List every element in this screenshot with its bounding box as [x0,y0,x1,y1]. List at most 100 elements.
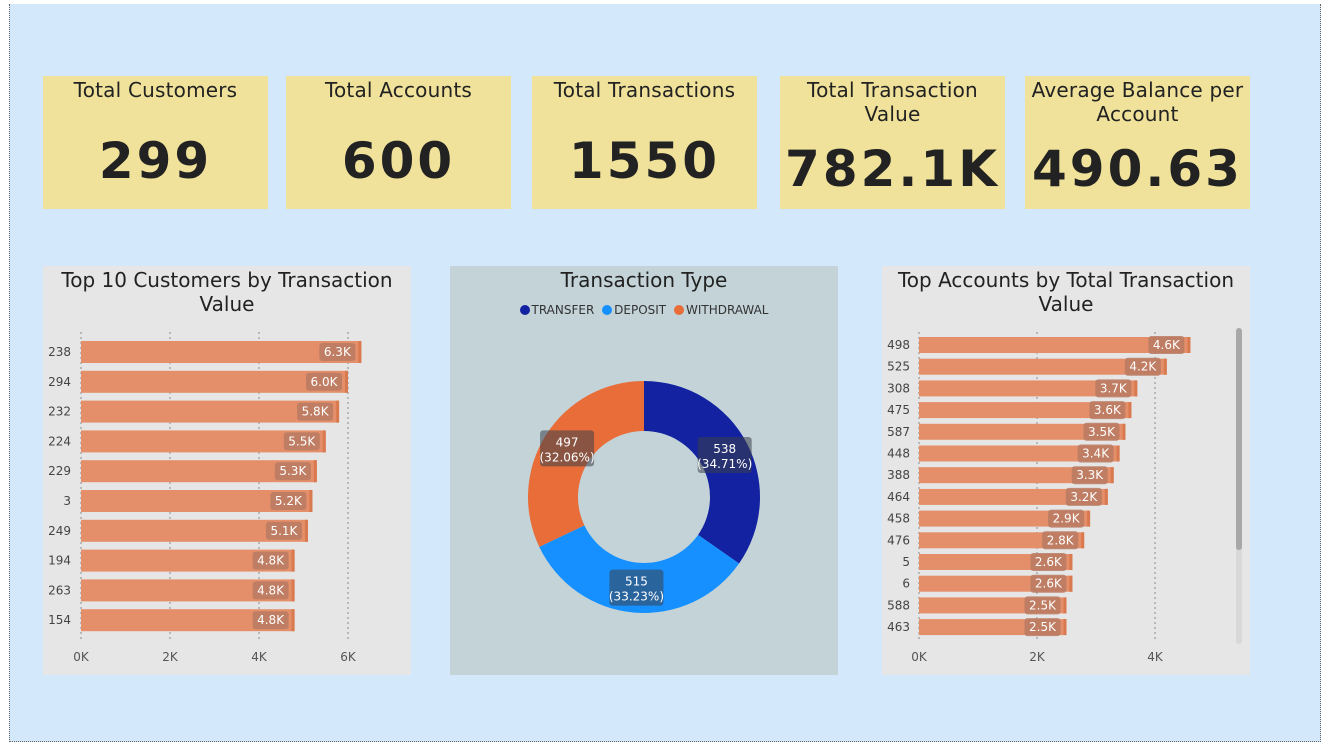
donut-data-label: 515(33.23%) [609,569,664,606]
data-label-bg [252,551,289,570]
data-label: 3.4K [1082,447,1110,461]
legend-item-withdrawal[interactable]: WITHDRAWAL [673,303,769,317]
bar-end [1104,488,1108,505]
legend-dot [602,305,613,315]
bar [81,490,313,512]
data-label: 3.6K [1094,403,1122,417]
data-label-bg [274,462,311,481]
category-label: 6 [902,577,910,591]
data-label: 6.3K [324,345,352,359]
data-label: 5.5K [288,434,316,448]
bar-end [309,490,313,512]
category-label: 388 [887,468,910,482]
bar [919,380,1138,397]
top-accounts-chart-panel[interactable]: Top Accounts by Total Transaction Value … [882,266,1250,675]
data-label: 4.8K [257,583,285,597]
bar-end [291,579,295,602]
kpi-title: Total Customers [73,78,238,102]
bar [81,460,317,483]
legend-item-deposit[interactable]: DEPOSIT [602,303,666,317]
bar-end [1187,337,1191,353]
donut-data-label: 497(32.06%) [540,430,595,467]
category-label: 249 [48,524,71,538]
kpi-card-total-accounts[interactable]: Total Accounts 600 [286,76,511,209]
category-label: 194 [48,554,71,568]
bar-end [313,460,317,483]
bar-end [1081,532,1085,549]
category-label: 308 [887,381,910,395]
data-label-percent: (34.71%) [697,457,752,471]
kpi-card-total-transaction-value[interactable]: Total Transaction Value 782.1K [780,76,1005,209]
x-tick-label: 2K [1029,650,1046,664]
bar [81,430,326,453]
bar-end [1110,467,1114,484]
category-label: 463 [887,620,910,634]
category-label: 229 [48,464,71,478]
bar [919,423,1126,440]
category-label: 448 [887,447,910,461]
transaction-type-chart-panel[interactable]: Transaction Type TRANSFER DEPOSIT WITHDR… [450,266,838,675]
legend-item-transfer[interactable]: TRANSFER [519,303,594,317]
top-accounts-bar-chart[interactable]: 0K 2K 4K 498 4.6K 525 4.2K 308 3.7K 475 3.6K 587 3.5… [882,266,1250,675]
data-label: 4.6K [1153,338,1181,352]
bar [81,519,308,542]
x-tick-label: 2K [162,650,179,664]
category-label: 232 [48,405,71,419]
bar [81,400,340,423]
data-label-bg [697,436,752,473]
bar [81,549,295,572]
data-label: 5.1K [270,524,298,538]
legend-label: DEPOSIT [614,303,667,317]
data-label-value: 515 [625,575,648,589]
data-label: 3.2K [1070,490,1098,504]
kpi-title: Total Transaction Value [807,78,978,126]
transaction-type-donut-chart[interactable]: 538(34.71%) 515(33.23%) 497(32.06%) [450,266,838,675]
data-label-bg [283,432,320,451]
data-label-bg [1071,466,1108,485]
bar-end [336,400,340,423]
kpi-card-total-customers[interactable]: Total Customers 299 [43,76,268,209]
kpi-card-average-balance[interactable]: Average Balance per Account 490.63 [1025,76,1250,209]
data-label: 3.7K [1100,381,1128,395]
bar-end [1128,402,1132,419]
bar [81,579,295,602]
data-label-bg [1083,422,1120,441]
bar-end [291,609,295,632]
x-tick-label: 0K [911,650,928,664]
bar-end [291,549,295,572]
category-label: 458 [887,512,910,526]
data-label: 2.5K [1029,620,1057,634]
kpi-value: 1550 [568,132,721,190]
data-label-bg [1042,531,1079,550]
bar [81,370,348,393]
category-label: 224 [48,434,71,448]
data-label-percent: (32.06%) [540,450,595,464]
data-label: 5.2K [275,494,303,508]
top-customers-chart-panel[interactable]: Top 10 Customers by Transaction Value 0K… [43,266,411,675]
data-label: 4.8K [257,554,285,568]
chart-title: Transaction Type [560,268,728,292]
kpi-title: Total Transactions [553,78,736,102]
data-label-bg [306,372,342,391]
kpi-value: 490.63 [1032,140,1243,198]
bar [919,358,1167,375]
bar [919,488,1108,505]
bar-end [322,430,326,453]
bar [919,445,1120,462]
chart-scrollbar-thumb[interactable] [1236,328,1242,550]
category-label: 587 [887,425,910,439]
category-label: 294 [48,375,71,389]
data-label: 4.2K [1129,360,1157,374]
category-label: 263 [48,583,71,597]
data-label-bg [252,611,289,630]
donut-data-label: 538(34.71%) [697,436,752,473]
bar-end [1163,358,1167,375]
chart-title: Top 10 Customers by Transaction Value [61,268,393,316]
data-label-bg [1065,487,1102,506]
bar-end [1069,554,1073,570]
kpi-card-total-transactions[interactable]: Total Transactions 1550 [532,76,757,209]
legend-label: WITHDRAWAL [685,303,769,317]
data-label-bg [1124,357,1161,376]
top-customers-bar-chart[interactable]: 0K 2K 4K 6K 238 6.3K 294 6.0K 232 5.8K 224 5.5K 229 5… [43,266,411,675]
bar-end [1122,423,1126,440]
